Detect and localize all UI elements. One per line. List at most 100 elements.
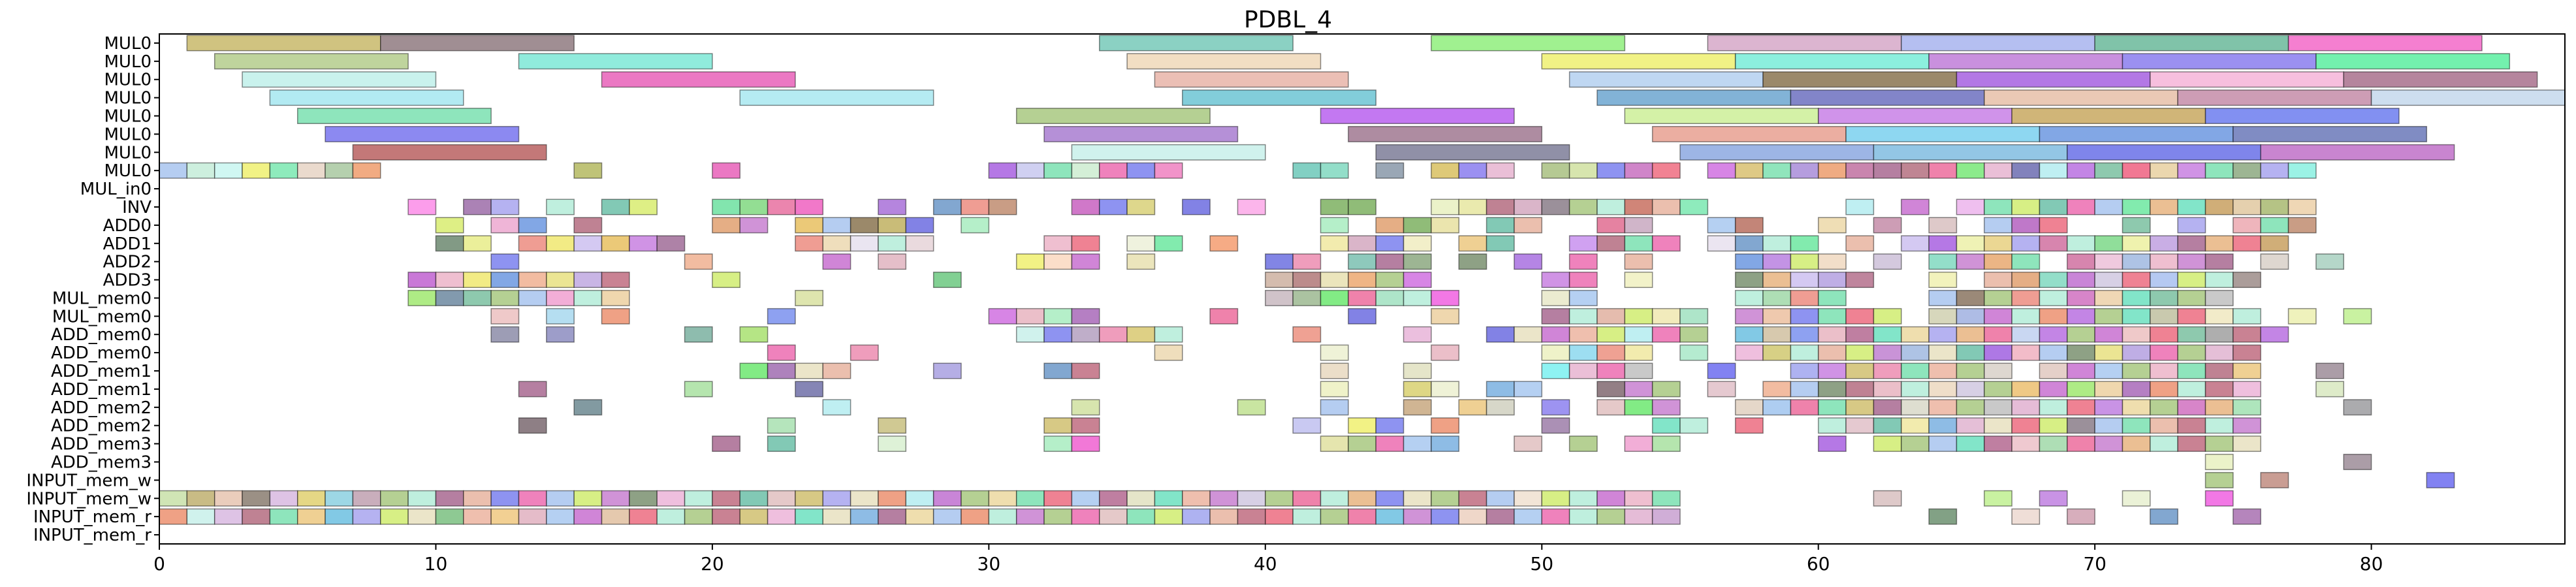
task-bar: [1568, 326, 1598, 343]
task-bar: [2287, 217, 2317, 234]
task-bar: [1182, 198, 1211, 215]
task-bar: [988, 162, 1017, 179]
task-bar: [1956, 162, 1985, 179]
task-bar: [1541, 399, 1570, 416]
task-bar: [2150, 289, 2178, 306]
task-bar: [1928, 381, 1958, 398]
task-bar: [1320, 108, 1515, 124]
y-tick-label: MUL0: [104, 161, 152, 181]
task-bar: [1762, 162, 1792, 179]
task-bar: [159, 490, 188, 507]
task-bar: [1015, 326, 1045, 343]
task-bar: [1043, 326, 1073, 343]
task-bar: [850, 490, 879, 507]
task-bar: [1597, 162, 1626, 179]
task-bar: [1790, 253, 1819, 270]
task-bar: [1845, 235, 1875, 252]
task-bar: [1541, 162, 1570, 179]
task-bar: [1071, 253, 1100, 270]
task-bar: [2343, 454, 2372, 470]
task-bar: [1817, 289, 1847, 306]
task-bar: [2204, 454, 2234, 470]
task-bar: [2122, 417, 2151, 434]
task-bar: [490, 508, 520, 525]
task-bar: [2122, 289, 2151, 306]
task-bar: [2150, 344, 2178, 361]
task-bar: [1514, 217, 1542, 234]
task-bar: [242, 508, 271, 525]
task-bar: [463, 289, 492, 306]
task-bar: [1568, 508, 1598, 525]
task-bar: [1431, 217, 1459, 234]
x-tick-label: 0: [153, 553, 165, 575]
task-bar: [1348, 235, 1376, 252]
y-tick-label: MUL0: [104, 125, 152, 144]
task-bar: [1375, 144, 1570, 161]
task-bar: [2287, 162, 2317, 179]
task-bar: [1403, 253, 1432, 270]
task-bar: [2233, 162, 2261, 179]
task-bar: [546, 272, 575, 289]
task-bar: [1762, 71, 1958, 88]
task-bar: [961, 508, 990, 525]
task-bar: [2011, 436, 2041, 452]
task-bar: [905, 217, 934, 234]
task-bar: [1458, 198, 1487, 215]
task-bar: [2204, 253, 2234, 270]
task-bar: [2094, 235, 2123, 252]
task-bar: [352, 508, 381, 525]
task-bar: [1375, 436, 1405, 452]
task-bar: [2315, 253, 2344, 270]
task-bar: [1900, 399, 1930, 416]
task-bar: [1431, 198, 1459, 215]
task-bar: [1790, 399, 1819, 416]
task-bar: [2122, 399, 2151, 416]
task-bar: [1624, 308, 1653, 325]
task-bar: [1624, 253, 1653, 270]
task-bar: [1817, 217, 1847, 234]
task-bar: [352, 490, 381, 507]
task-bar: [1900, 235, 1930, 252]
task-bar: [961, 198, 990, 215]
task-bar: [573, 399, 603, 416]
task-bar: [1126, 235, 1156, 252]
task-bar: [601, 508, 630, 525]
task-bar: [1126, 198, 1156, 215]
task-bar: [1071, 436, 1100, 452]
plot-frame: [159, 33, 2566, 545]
task-bar: [490, 490, 520, 507]
task-bar: [1403, 508, 1432, 525]
task-bar: [961, 490, 990, 507]
task-bar: [1043, 253, 1073, 270]
task-bar: [2233, 508, 2261, 525]
task-bar: [2039, 125, 2234, 142]
task-bar: [988, 508, 1017, 525]
task-bar: [601, 308, 630, 325]
task-bar: [1928, 53, 2123, 70]
task-bar: [1403, 362, 1432, 379]
task-bar: [1928, 436, 1958, 452]
task-bar: [2011, 272, 2041, 289]
task-bar: [1098, 162, 1128, 179]
task-bar: [932, 198, 962, 215]
task-bar: [1984, 198, 2012, 215]
task-bar: [739, 326, 769, 343]
task-bar: [1597, 198, 1626, 215]
task-bar: [2011, 108, 2206, 124]
task-bar: [1043, 235, 1073, 252]
task-bar: [2039, 399, 2068, 416]
task-bar: [1928, 326, 1958, 343]
task-bar: [1845, 399, 1875, 416]
task-bar: [1043, 490, 1073, 507]
task-bar: [407, 508, 437, 525]
task-bar: [2287, 198, 2317, 215]
task-bar: [822, 235, 851, 252]
task-bar: [573, 490, 603, 507]
task-bar: [2233, 417, 2261, 434]
task-bar: [2150, 436, 2178, 452]
task-bar: [380, 35, 575, 52]
task-bar: [1568, 235, 1598, 252]
task-bar: [2233, 235, 2261, 252]
task-bar: [601, 490, 630, 507]
task-bar: [2122, 344, 2151, 361]
